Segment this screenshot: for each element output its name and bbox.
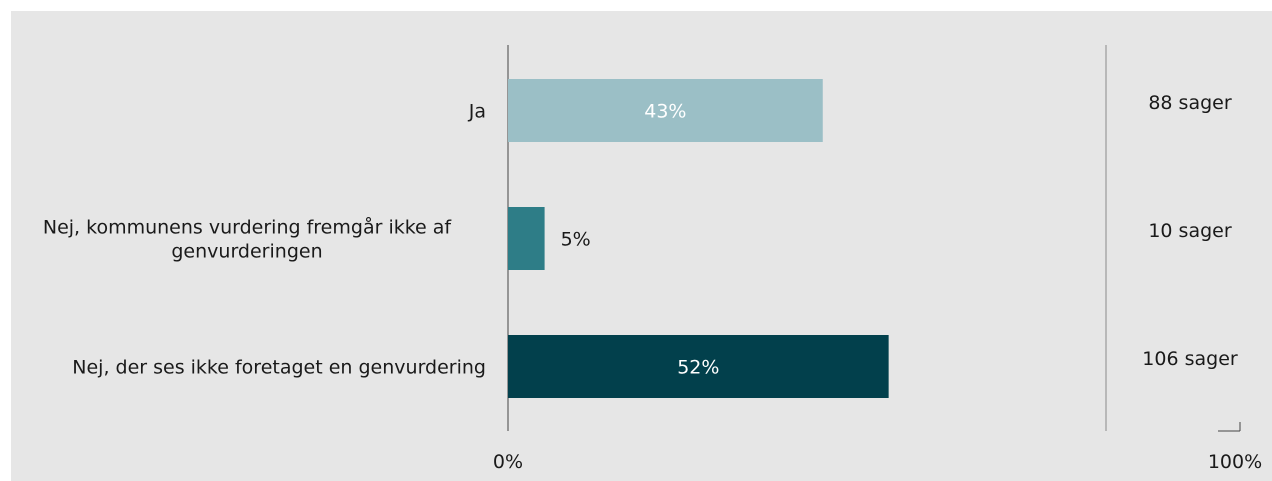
count-label-2: 10 sager: [1148, 220, 1232, 242]
value-label-3: 52%: [677, 357, 719, 379]
count-label-1: 88 sager: [1148, 92, 1232, 114]
category-label-1: Ja: [468, 101, 486, 123]
bar-1: [508, 79, 823, 142]
bar-3: [508, 335, 889, 398]
value-label-2: 5%: [561, 229, 591, 251]
bar-2: [508, 207, 545, 270]
x-tick-label-1: 0%: [493, 451, 523, 473]
category-label-3: Nej, der ses ikke foretaget en genvurder…: [72, 357, 486, 379]
x-tick-label-2: 100%: [1208, 451, 1262, 473]
count-label-3: 106 sager: [1142, 348, 1238, 370]
category-label-2: Nej, kommunens vurdering fremgår ikke af…: [43, 216, 453, 263]
value-label-1: 43%: [644, 101, 686, 123]
